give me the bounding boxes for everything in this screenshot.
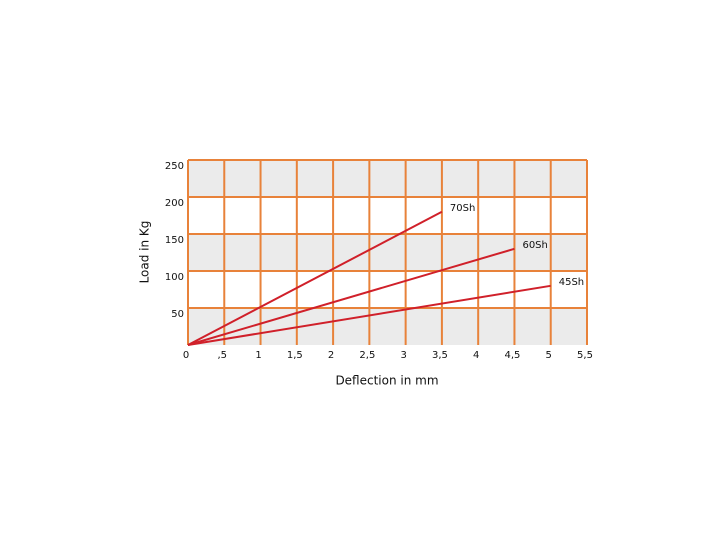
band [188,308,587,345]
x-tick-label: 5 [546,350,552,361]
x-tick-label: 2 [328,350,334,361]
line [187,210,443,346]
y-tick-label: 200 [165,198,184,209]
series-label: 45Sh [559,277,584,288]
x-tick-label: 0 [183,350,189,361]
y-tick-label: 250 [165,161,184,172]
band [188,160,587,197]
series-label: 60Sh [522,240,547,251]
y-tick-label: 150 [165,235,184,246]
x-tick-label: 1,5 [287,350,303,361]
series-label: 70Sh [450,203,475,214]
x-tick-label: 2,5 [359,350,375,361]
x-tick-label: 1 [255,350,261,361]
y-tick-label: 50 [171,309,184,320]
x-tick-label: 4,5 [505,350,521,361]
x-tick-label: 4 [473,350,479,361]
y-tick-label: 100 [165,272,184,283]
x-tick-label: 5,5 [577,350,593,361]
line [187,247,515,346]
y-axis-title: Load in Kg [138,221,152,284]
line [187,284,551,346]
x-tick-label: 3,5 [432,350,448,361]
x-axis-title: Deflection in mm [335,374,438,388]
x-tick-label: 3 [400,350,406,361]
x-tick-label: ,5 [217,350,227,361]
